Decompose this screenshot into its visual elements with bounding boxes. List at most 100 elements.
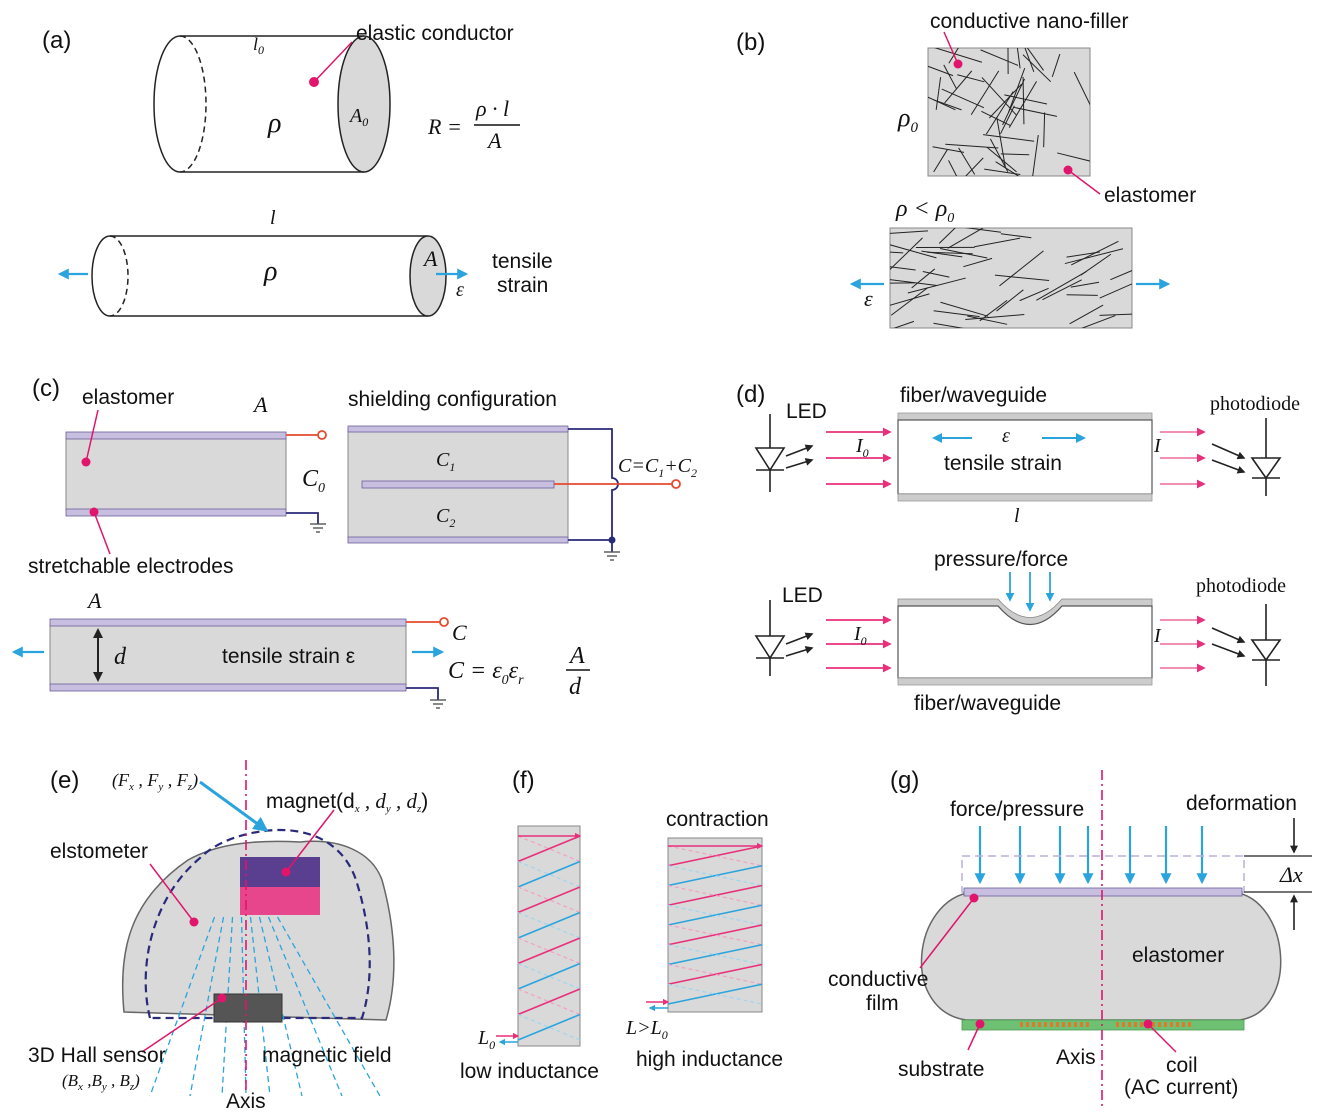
c-electrode-leader [93,511,111,555]
C2-sub: 2 [449,516,455,530]
coil-turn [1170,1022,1173,1027]
c-A-bottom: A [86,588,102,613]
coil-turn [1032,1022,1035,1027]
nano-fiber [941,88,985,109]
nano-fiber [1066,251,1100,258]
shield-junction [608,536,616,544]
nano-fiber [1008,67,1026,113]
hall-leader [141,997,223,1053]
ground-icon [604,551,620,561]
shield-top-electrode [347,425,569,433]
led-icon [754,414,814,492]
nano-fiber [939,247,988,259]
I0-sub: 0 [863,446,869,460]
C1-sub: 1 [449,460,455,474]
low-inductance-label: low inductance [460,1060,599,1083]
nano-fiber [1024,48,1035,73]
conductor-label: elastic conductor [356,22,514,45]
nano-fiber [1070,281,1100,288]
coil-relaxed [517,825,581,1047]
output-light-arrows-2 [1160,615,1206,673]
coil-turn [1128,1022,1131,1027]
c-stretched-top-electrode [49,618,407,627]
nano-fiber [1016,48,1021,69]
coil-turn [1086,1022,1089,1027]
coil-back-segment [667,944,763,966]
C0-sub: 0 [318,481,325,496]
nano-fiber [1008,81,1037,128]
l0-label: l [253,34,258,54]
svg-text:(Bx ,By , Bz): (Bx ,By , Bz) [62,1071,140,1093]
coil-turn [1158,1022,1161,1027]
coil-front-segment [517,988,581,1016]
nano-fiber [890,293,930,306]
d-label: d [114,644,127,670]
svg-text:C0: C0 [302,466,325,496]
nano-fiber [999,250,1044,287]
magnet-north [240,857,320,887]
nano-fiber [890,287,929,316]
nano-fiber [970,70,1000,116]
nano-fiber [948,48,959,64]
conductor-leader [313,41,353,83]
ground-icon [310,523,326,533]
nano-fiber [1073,71,1090,106]
coil-back-segment [667,904,763,926]
C2-label: C [436,505,450,527]
Csum-sub2: 2 [691,466,697,480]
eps-label: ε [456,279,464,301]
rho0-sub: 0 [910,120,918,136]
film-label-2: film [866,992,899,1015]
panel-e: (e) (Fx , Fy , Fz) magnet(dx , dy , dz) … [28,760,428,1113]
nano-fiber [983,134,1035,142]
nano-fiber [1110,270,1132,281]
rho2-label: ρ [263,256,277,287]
coil-turn [1044,1022,1047,1027]
coil-turn [1020,1022,1023,1027]
c-C-label: C [452,620,467,645]
photodiode-icon [1211,604,1282,686]
coil-turn [1080,1022,1083,1027]
e-axis-label: Axis [226,1090,266,1113]
panel-e-tag: (e) [50,767,79,794]
panel-d: (d) LED fiber/waveguide I0 I ε tensile [736,381,1300,715]
nano-fiber [981,110,1011,127]
nano-fiber [1002,78,1025,126]
nano-fiber [1000,153,1030,156]
high-inductance-label: high inductance [636,1048,783,1071]
fiber-label-1: fiber/waveguide [900,384,1047,407]
rho0-label: ρ [897,103,910,132]
elastomer-label-b: elastomer [1104,184,1196,207]
panel-g: (g) force/pressure deformation Δx elasto… [828,767,1312,1110]
panel-f-tag: (f) [512,767,535,794]
nano-fiber [922,271,950,278]
coil-turn [1140,1022,1143,1027]
nano-fiber [911,268,936,289]
coil-turn [1176,1022,1179,1027]
nano-fiber [935,77,942,110]
nano-fiber [1022,76,1025,125]
cylinder-bottom-body [110,235,428,317]
nano-fiber [890,244,937,259]
g-coil [1020,1022,1191,1027]
nano-fiber [1036,271,1087,301]
svg-text:(Fx , Fy , Fz): (Fx , Fy , Fz) [112,770,198,793]
nano-fiber [928,96,956,111]
shield-ground-wire [568,428,619,552]
formula-C-subr: r [518,673,524,688]
g-elastomer-label: elastomer [1132,944,1224,967]
magnet-label: magnet(d [266,790,355,813]
coil-front-segment [667,924,763,946]
nano-fiber [933,310,980,318]
tensile-label-2: strain [497,274,548,297]
c-stretched-bottom-electrode [49,683,407,692]
nano-fiber [928,65,954,77]
nano-fiber [947,228,984,249]
svg-text:C = ε0εr: C = ε0εr [448,658,524,688]
c-elastomer-block [65,437,287,511]
d-eps-label: ε [1002,425,1010,447]
nano-fiber [890,266,916,271]
Csum-b: +C [664,455,691,477]
g-axis-label: Axis [1056,1046,1096,1069]
nano-fiber [921,250,963,258]
